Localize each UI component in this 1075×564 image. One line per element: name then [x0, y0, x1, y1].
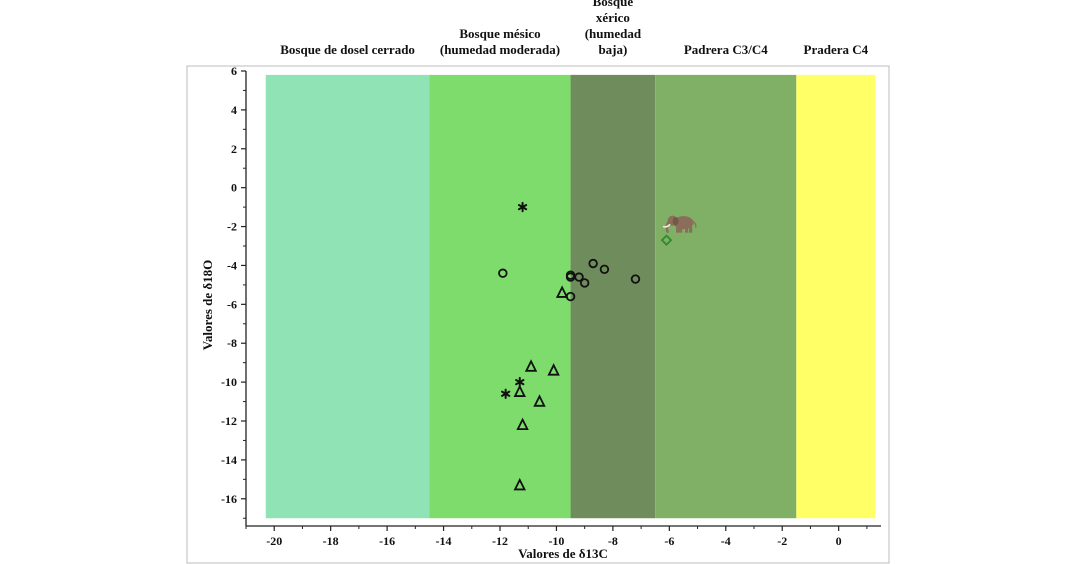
x-tick-label: -12	[492, 534, 508, 548]
x-tick-label: -14	[436, 534, 452, 548]
circle-point	[599, 264, 610, 275]
y-tick-label: -14	[221, 453, 237, 467]
x-tick-label: -2	[777, 534, 787, 548]
zone-1-band	[265, 74, 430, 519]
y-tick-label: -12	[221, 414, 237, 428]
data-points	[498, 201, 673, 491]
x-tick-label: -10	[548, 534, 564, 548]
axes	[245, 71, 881, 527]
circle-point	[588, 258, 598, 269]
zone-3-band	[570, 74, 656, 519]
y-tick-label: -6	[227, 297, 237, 311]
y-tick-label: -8	[227, 336, 237, 350]
triangle-point	[547, 363, 560, 376]
triangle-point	[524, 359, 538, 372]
x-tick-label: -18	[323, 534, 339, 548]
zone-3-title-line-4: baja)	[598, 42, 627, 57]
habitat-zones	[265, 74, 876, 519]
zone-3-title-line-2: xérico	[596, 10, 630, 25]
circle-point	[579, 278, 590, 288]
triangle-point	[513, 477, 526, 491]
triangle-point	[555, 285, 569, 298]
y-tick-label: -10	[221, 375, 237, 389]
x-ticks: -20 -18 -16 -14 -12 -10 -8 -6 -4 -2 0	[245, 526, 868, 548]
triangle-point	[513, 384, 526, 397]
zone-3-title-line-3: (humedad	[585, 26, 642, 41]
x-tick-label: -8	[608, 534, 618, 548]
y-tick-label: -16	[221, 492, 237, 506]
x-tick-label: 0	[836, 534, 842, 548]
zone-5-title-line-1: Pradera C4	[804, 42, 869, 57]
x-tick-label: -16	[379, 534, 395, 548]
elephant-icon	[662, 215, 697, 233]
zone-5-band	[796, 74, 876, 519]
y-tick-label: -4	[227, 258, 237, 272]
y-tick-label: 0	[231, 181, 237, 195]
star-point	[517, 201, 528, 213]
y-tick-label: 6	[231, 64, 237, 78]
star-point	[515, 376, 525, 388]
y-axis-title: Valores de δ18O	[200, 260, 215, 351]
annotations	[662, 215, 697, 233]
zone-2-title-line-2: (humedad moderada)	[440, 42, 560, 57]
y-tick-label: 4	[231, 103, 237, 117]
circle-point	[498, 268, 508, 278]
y-tick-label: 2	[231, 142, 237, 156]
circle-point	[574, 272, 584, 282]
x-tick-label: -6	[664, 534, 674, 548]
star-point	[501, 388, 511, 399]
x-tick-label: -4	[721, 534, 731, 548]
x-tick-label: -20	[266, 534, 282, 548]
zone-1-title-line-1: Bosque de dosel cerrado	[280, 42, 415, 57]
y-tick-label: -2	[227, 220, 237, 234]
zone-4-band	[655, 74, 797, 519]
y-ticks: 6 4 2 0 -2 -4 -6 -8 -10 -12 -14 -16	[221, 64, 246, 519]
circle-point	[630, 274, 641, 284]
zone-2-title-line-1: Bosque mésico	[459, 26, 540, 41]
zone-4-title-line-1: Padrera C3/C4	[684, 42, 768, 57]
diamond-point	[660, 234, 673, 246]
triangle-point	[533, 394, 546, 407]
x-axis-title: Valores de δ13C	[518, 546, 608, 561]
zone-2-band	[429, 74, 571, 519]
zone-3-title-line-1: Bosque	[593, 0, 634, 9]
triangle-point	[516, 417, 529, 431]
